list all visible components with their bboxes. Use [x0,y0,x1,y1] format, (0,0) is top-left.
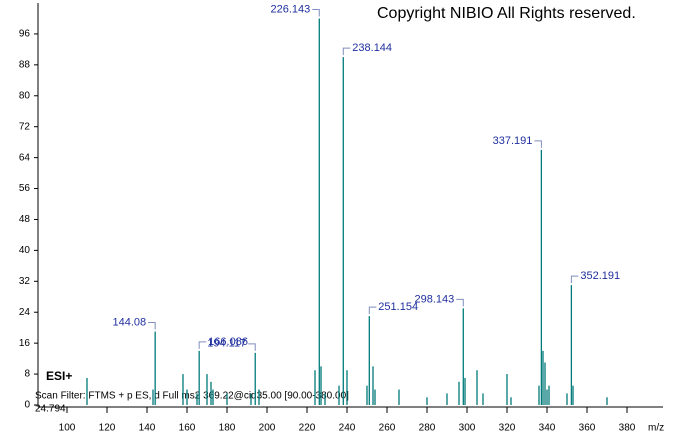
x-tick-label: 320 [499,423,516,434]
peak-label: 144.08 [113,316,147,328]
y-tick-label: 96 [19,29,31,40]
label-connector [312,8,320,17]
peak-label: 251.154 [378,301,418,313]
x-tick-label: 360 [579,423,596,434]
x-axis-label: m/z [648,423,664,434]
x-tick-label: 200 [259,423,276,434]
x-tick-label: 100 [59,423,76,434]
label-connector [342,47,351,56]
label-connector [368,306,377,315]
copyright: Copyright NIBIO All Rights reserved. [377,5,636,22]
x-tick-label: 240 [339,423,356,434]
peak-label: 238.144 [352,42,392,54]
y-tick-label: 16 [19,338,31,349]
x-tick-label: 180 [219,423,236,434]
peak-label: 337.191 [493,135,533,147]
retention-time: 24.794 [35,404,66,415]
x-tick-label: 300 [459,423,476,434]
label-connector [534,140,542,148]
y-tick-label: 88 [19,59,31,70]
y-tick-label: 24 [19,307,31,318]
scan-filter: Scan Filter: FTMS + p ES, d Full ms2 369… [35,391,349,402]
label-connector [148,322,156,330]
y-tick-label: 64 [19,152,31,163]
ion-mode: ESI+ [46,369,72,383]
y-tick-label: 0 [24,400,30,411]
x-tick-label: 340 [539,423,556,434]
label-connector [198,341,207,349]
x-tick-label: 220 [299,423,316,434]
peak-label: 194.117 [207,338,246,350]
y-tick-label: 48 [19,214,31,225]
label-connector [248,343,256,351]
x-tick-label: 120 [99,423,116,434]
x-tick-label: 160 [179,423,196,434]
peak-label: 226.143 [271,3,311,15]
label-connector [570,275,579,284]
peak-label: 352.191 [580,270,620,282]
peak-label: 166.086 [208,336,248,348]
y-tick-label: 72 [19,121,31,132]
y-tick-label: 8 [24,369,30,380]
y-tick-label: 32 [19,276,31,287]
x-tick-label: 140 [139,423,156,434]
y-tick-label: 56 [19,183,31,194]
y-tick-label: 40 [19,245,31,256]
x-tick-label: 260 [379,423,396,434]
peak-label: 298.143 [415,293,455,305]
label-connector [456,298,464,307]
x-tick-label: 280 [419,423,436,434]
x-tick-label: 380 [619,423,636,434]
y-tick-label: 80 [19,90,31,101]
